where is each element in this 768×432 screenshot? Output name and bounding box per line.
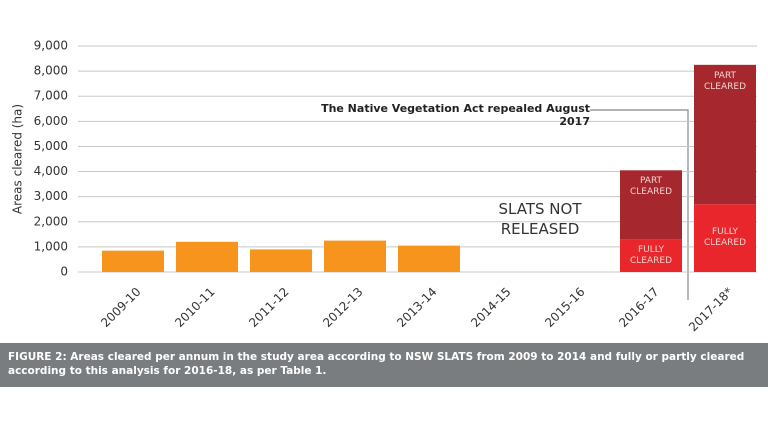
bar: [620, 170, 682, 240]
caption: FIGURE 2: Areas cleared per annum in the…: [0, 343, 768, 387]
y-tick-label: 3,000: [34, 189, 68, 203]
y-tick-label: 2,000: [34, 214, 68, 228]
x-tick-label: 2013-14: [394, 285, 439, 330]
y-tick-label: 7,000: [34, 89, 68, 103]
y-tick-label: 8,000: [34, 64, 68, 78]
segment-label: PART CLEARED: [629, 176, 672, 198]
y-tick-label: 4,000: [34, 164, 68, 178]
y-axis-label: Areas cleared (ha): [11, 104, 25, 214]
bar: [102, 250, 164, 272]
y-tick-label: 0: [60, 265, 68, 279]
annotation-line: [590, 109, 689, 300]
segment-label: FULLY CLEARED: [703, 227, 746, 249]
bar: [694, 204, 756, 272]
x-tick-label: 2011-12: [246, 285, 291, 330]
chart: Areas cleared (ha) 0 1,000 2,000 3,000 4,000…: [11, 39, 757, 335]
bar: [398, 245, 460, 272]
bar: [694, 64, 756, 205]
y-tick-label: 9,000: [34, 39, 68, 53]
x-tick-label: 2012-13: [320, 285, 365, 330]
annotation: SLATS NOT RELEASED: [498, 200, 582, 238]
y-tick-label: 1,000: [34, 239, 68, 253]
x-tick-label: 2015-16: [542, 285, 587, 330]
annotation: The Native Vegetation Act repealed Augus…: [321, 102, 590, 128]
x-tick-label: 2017-18*: [686, 285, 736, 335]
x-tick-label: 2009-10: [98, 285, 143, 330]
x-tick-label: 2014-15: [468, 285, 513, 330]
bar: [620, 239, 682, 272]
x-tick-label: 2016-17: [616, 285, 661, 330]
y-tick-label: 6,000: [34, 114, 68, 128]
segment-label: PART CLEARED: [703, 70, 746, 92]
segment-label: FULLY CLEARED: [629, 244, 672, 266]
bar: [250, 249, 312, 272]
bar: [324, 240, 386, 272]
y-tick-label: 5,000: [34, 139, 68, 153]
x-tick-label: 2010-11: [172, 285, 217, 330]
bar: [176, 241, 238, 272]
